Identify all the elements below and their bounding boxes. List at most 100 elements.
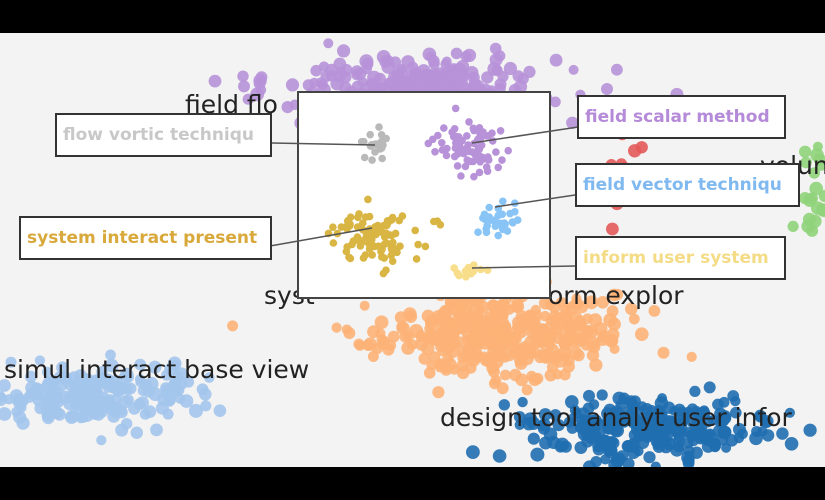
inset-point-flow-vortic-techniqu xyxy=(376,145,384,153)
point-darkblue xyxy=(721,442,732,453)
inset-point-field-scalar-method xyxy=(449,133,458,141)
point-lightblue xyxy=(86,393,99,406)
callout-system-interact[interactable]: system interact present xyxy=(19,216,272,260)
point-lightblue xyxy=(130,426,143,439)
point-red xyxy=(635,141,648,154)
point-orange xyxy=(478,351,490,363)
point-purple xyxy=(379,55,392,68)
bottom-letterbox xyxy=(0,467,825,500)
point-darkblue xyxy=(749,431,763,446)
point-darkblue xyxy=(567,413,579,424)
point-purple xyxy=(566,116,579,129)
point-lightblue xyxy=(24,370,37,383)
point-darkblue xyxy=(670,422,683,434)
point-orange xyxy=(548,351,562,364)
point-orange xyxy=(491,318,502,329)
point-purple xyxy=(318,61,330,72)
point-orange xyxy=(572,349,585,362)
inset-point-field-scalar-method xyxy=(498,156,506,164)
point-darkblue xyxy=(538,418,551,431)
inset-point-system-interact-present xyxy=(359,219,367,227)
point-orange xyxy=(562,360,575,373)
point-orange xyxy=(375,328,386,339)
point-orange xyxy=(532,310,543,321)
point-orange xyxy=(526,370,537,382)
point-darkblue xyxy=(650,413,664,427)
point-darkblue xyxy=(689,385,701,397)
point-purple xyxy=(309,77,320,89)
point-darkblue xyxy=(784,437,799,451)
inset-point-field-vector-techniqu xyxy=(494,231,502,240)
point-orange xyxy=(686,351,697,362)
point-darkblue xyxy=(640,420,653,432)
inset-point-system-interact-present xyxy=(388,213,397,222)
point-lightblue xyxy=(0,392,8,406)
point-purple xyxy=(330,77,344,91)
point-orange xyxy=(452,299,463,311)
inset-point-system-interact-present xyxy=(380,221,388,230)
inset-point-inform-user-system xyxy=(461,267,470,275)
point-orange xyxy=(399,331,412,343)
point-lightblue xyxy=(200,400,212,412)
inset-point-field-scalar-method xyxy=(470,172,478,181)
point-orange xyxy=(593,322,608,336)
point-orange xyxy=(341,324,353,335)
inset-point-flow-vortic-techniqu xyxy=(360,153,369,162)
point-darkblue xyxy=(596,389,608,401)
inset-point-field-vector-techniqu xyxy=(511,199,519,207)
point-orange xyxy=(628,313,640,325)
inset-point-system-interact-present xyxy=(346,213,355,221)
point-darkblue xyxy=(517,396,528,408)
point-orange xyxy=(589,358,603,372)
point-darkblue xyxy=(492,449,507,463)
callout-inform-user[interactable]: inform user system xyxy=(575,236,786,280)
connector-field-vector xyxy=(494,194,576,208)
point-orange xyxy=(596,296,610,309)
point-orange xyxy=(428,351,441,363)
inset-point-field-scalar-method xyxy=(496,127,505,135)
point-lightblue xyxy=(162,387,177,402)
zoom-inset[interactable] xyxy=(297,91,551,299)
inset-point-field-scalar-method xyxy=(492,148,500,156)
point-purple xyxy=(457,72,469,83)
point-darkblue xyxy=(776,427,789,440)
inset-point-inform-user-system xyxy=(470,261,478,269)
point-purple xyxy=(550,96,561,108)
point-orange xyxy=(511,297,524,309)
inset-point-system-interact-present xyxy=(382,229,390,237)
callout-field-vector[interactable]: field vector techniqu xyxy=(575,163,800,207)
inset-point-field-scalar-method xyxy=(429,135,437,144)
point-darkblue xyxy=(703,381,716,394)
point-orange xyxy=(363,337,377,351)
point-darkblue xyxy=(565,395,579,409)
point-purple xyxy=(238,80,250,93)
point-darkblue xyxy=(626,439,640,453)
point-orange xyxy=(559,334,571,347)
point-lightblue xyxy=(199,388,212,401)
inset-point-system-interact-present xyxy=(361,251,370,259)
inset-point-system-interact-present xyxy=(421,242,430,251)
callout-field-scalar[interactable]: field scalar method xyxy=(577,95,786,139)
point-orange xyxy=(500,369,511,381)
scatter-plot-svg xyxy=(0,38,825,467)
point-orange xyxy=(494,336,507,349)
inset-point-field-scalar-method xyxy=(475,152,484,160)
point-darkblue xyxy=(654,437,666,449)
point-purple xyxy=(351,69,363,81)
callout-flow-vortic[interactable]: flow vortic techniqu xyxy=(55,113,272,157)
point-orange xyxy=(465,362,477,374)
point-orange xyxy=(521,343,534,356)
point-purple xyxy=(487,62,502,76)
point-darkblue xyxy=(703,429,717,444)
inset-point-field-vector-techniqu xyxy=(479,214,487,222)
inset-point-system-interact-present xyxy=(349,237,358,245)
point-orange xyxy=(575,300,589,314)
point-orange xyxy=(561,313,573,325)
point-lightblue xyxy=(41,366,53,378)
cluster-label-simul-interact: simul interact base view xyxy=(4,355,310,384)
inset-point-system-interact-present xyxy=(382,266,390,274)
point-lightblue xyxy=(80,409,94,422)
point-orange xyxy=(520,320,531,332)
point-orange xyxy=(492,348,504,360)
inset-point-system-interact-present xyxy=(329,223,337,231)
